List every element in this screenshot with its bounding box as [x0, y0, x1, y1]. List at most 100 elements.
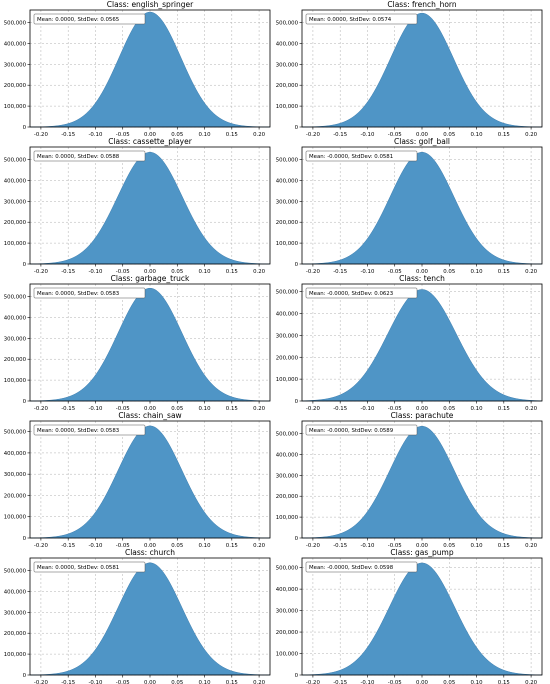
y-tick-label: 100,000: [276, 104, 299, 110]
x-tick-label: 0.10: [199, 680, 212, 684]
y-tick-label: 100,000: [276, 241, 299, 247]
density-area: [301, 12, 543, 128]
stats-box: [33, 13, 146, 25]
stats-text: Mean: 0.0000, StdDev: 0.0588: [37, 154, 120, 160]
subplot-title: Class: gas_pump: [390, 548, 453, 557]
y-tick-label: 200,000: [276, 83, 299, 89]
y-tick-label: 100,000: [4, 104, 27, 110]
y-tick-label: 300,000: [276, 473, 299, 479]
y-tick-label: 400,000: [276, 178, 299, 184]
x-tick-label: -0.20: [34, 269, 49, 275]
y-tick-label: 400,000: [4, 178, 27, 184]
x-tick-label: -0.10: [88, 132, 103, 138]
subplot-2: Class: french_horn -0.20 -0.15 -0.10 -0.05 0.…: [276, 0, 543, 138]
x-tick-label: -0.05: [116, 406, 130, 412]
x-tick-label: 0.10: [199, 543, 212, 549]
x-tick-label: 0.00: [416, 269, 429, 275]
stats-text: Mean: -0.0000, StdDev: 0.0589: [309, 428, 394, 434]
x-tick-label: 0.20: [253, 132, 266, 138]
x-tick-label: 0.10: [471, 406, 484, 412]
x-tick-label: 0.20: [525, 406, 538, 412]
subplot-title: Class: tench: [399, 274, 445, 283]
y-tick-label: 200,000: [276, 220, 299, 226]
y-tick-label: 500,000: [276, 432, 299, 438]
x-tick-label: 0.05: [443, 406, 455, 412]
subplot-7: Class: chain_saw -0.20 -0.15 -0.10 -0.05 0.00…: [4, 411, 271, 549]
x-tick-label: 0.00: [144, 543, 157, 549]
density-area: [29, 425, 271, 539]
x-tick-label: 0.15: [226, 132, 238, 138]
subplot-6: Class: tench -0.20 -0.15 -0.10 -0.05 0.00 0.05…: [276, 274, 543, 412]
y-tick-label: 200,000: [276, 494, 299, 500]
y-tick-label: 400,000: [276, 312, 299, 318]
y-tick-label: 0: [295, 536, 299, 542]
x-tick-label: -0.20: [306, 406, 321, 412]
stats-box: [305, 287, 418, 299]
y-tick-label: 500,000: [276, 290, 299, 296]
y-tick-label: 100,000: [276, 515, 299, 521]
x-tick-label: -0.15: [61, 406, 75, 412]
y-tick-label: 400,000: [4, 451, 27, 457]
y-tick-label: 0: [295, 673, 299, 679]
y-tick-label: 100,000: [276, 377, 299, 383]
x-tick-label: 0.15: [226, 680, 238, 684]
x-tick-label: -0.15: [333, 132, 347, 138]
stats-box: [305, 13, 418, 25]
x-tick-label: 0.05: [171, 680, 183, 684]
y-tick-label: 0: [295, 399, 299, 405]
x-tick-label: 0.15: [498, 680, 510, 684]
y-tick-label: 200,000: [276, 355, 299, 361]
y-tick-label: 0: [23, 673, 27, 679]
x-tick-label: 0.20: [525, 132, 538, 138]
subplot-3: Class: cassette_player -0.20 -0.15 -0.10 -0.…: [4, 137, 271, 275]
x-tick-label: 0.10: [471, 269, 484, 275]
stats-box: [33, 561, 146, 573]
x-tick-label: -0.05: [116, 269, 130, 275]
x-tick-label: -0.10: [88, 406, 103, 412]
x-tick-label: -0.10: [88, 680, 103, 684]
x-tick-label: 0.10: [199, 269, 212, 275]
x-tick-label: 0.15: [226, 269, 238, 275]
stats-text: Mean: 0.0000, StdDev: 0.0565: [37, 17, 119, 23]
x-tick-label: 0.00: [416, 132, 429, 138]
x-tick-label: 0.00: [144, 680, 157, 684]
stats-text: Mean: -0.0000, StdDev: 0.0623: [309, 291, 393, 297]
stats-box: [33, 424, 146, 436]
x-tick-label: -0.15: [61, 132, 75, 138]
x-tick-label: 0.15: [226, 406, 238, 412]
y-tick-label: 0: [23, 262, 27, 268]
x-tick-label: 0.20: [525, 680, 538, 684]
x-tick-label: -0.10: [88, 543, 103, 549]
x-tick-label: 0.20: [253, 406, 266, 412]
x-tick-label: -0.15: [333, 406, 347, 412]
y-tick-label: 200,000: [4, 631, 27, 637]
x-tick-label: 0.05: [171, 269, 183, 275]
y-tick-label: 500,000: [4, 430, 27, 436]
x-tick-label: 0.05: [171, 406, 183, 412]
y-tick-label: 500,000: [276, 566, 299, 572]
y-tick-label: 500,000: [4, 21, 27, 27]
subplot-title: Class: golf_ball: [394, 137, 450, 146]
y-tick-label: 0: [23, 536, 27, 542]
y-tick-label: 400,000: [276, 452, 299, 458]
x-tick-label: -0.05: [116, 680, 130, 684]
density-area: [29, 562, 271, 676]
stats-text: Mean: 0.0000, StdDev: 0.0583: [37, 428, 119, 434]
y-tick-label: 400,000: [4, 41, 27, 47]
x-tick-label: 0.10: [199, 132, 212, 138]
x-tick-label: 0.05: [171, 543, 183, 549]
y-tick-label: 500,000: [4, 158, 27, 164]
x-tick-label: 0.00: [144, 406, 157, 412]
y-tick-label: 300,000: [276, 333, 299, 339]
x-tick-label: -0.20: [306, 543, 321, 549]
x-tick-label: 0.10: [471, 132, 484, 138]
x-tick-label: -0.10: [360, 680, 375, 684]
subplot-4: Class: golf_ball -0.20 -0.15 -0.10 -0.05 0.00…: [276, 137, 543, 275]
y-tick-label: 100,000: [4, 652, 27, 658]
y-tick-label: 100,000: [4, 515, 27, 521]
x-tick-label: 0.15: [498, 543, 510, 549]
x-tick-label: -0.15: [61, 543, 75, 549]
y-tick-label: 100,000: [4, 241, 27, 247]
x-tick-label: 0.05: [443, 543, 455, 549]
